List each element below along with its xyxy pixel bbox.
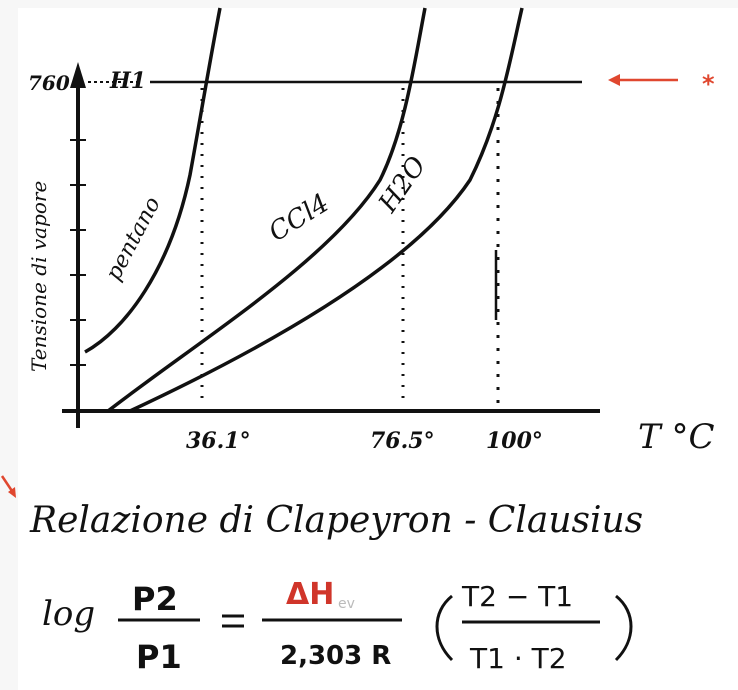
left-red-arrow-icon [8,487,16,498]
red-arrow-icon [608,74,620,86]
formula-denominator: 2,303 R [280,641,391,671]
bp-label-pentano: 36.1° [186,428,251,454]
h1-label: H1 [109,68,146,94]
x-axis-label: T °C [638,417,715,457]
bp-label-ccl4: 76.5° [370,428,435,454]
formula-delta-h: ΔH [286,577,334,612]
y-axis-arrow [70,62,86,88]
left-paren [435,594,454,662]
formula-title: Relazione di Clapeyron - Clausius [29,500,643,541]
formula-log: log [42,594,95,634]
paper [18,8,738,690]
star-marker: * [702,70,715,98]
formula-p1: P1 [136,638,182,676]
curve-ccl4 [106,7,427,413]
formula-t-diff: T2 − T1 [461,580,573,613]
curve-h2o [129,7,524,413]
formula-p2: P2 [132,580,178,618]
formula-delta-h-sub: ev [338,596,355,612]
formula-t-prod: T1 · T2 [469,642,567,675]
y-top-label: 760 [28,71,70,95]
bp-label-h2o: 100° [486,428,543,454]
y-ticks [70,139,86,366]
y-axis-label: Tensione di vapore [27,181,51,372]
right-paren [614,594,633,662]
curve-pentano [84,7,222,354]
